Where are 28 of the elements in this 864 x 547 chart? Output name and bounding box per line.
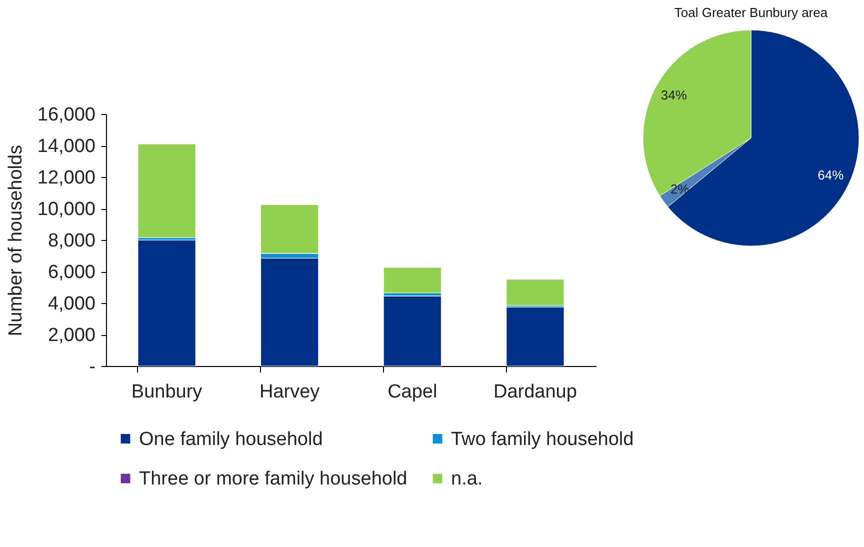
bar (138, 240, 196, 366)
bar (506, 306, 564, 366)
data-label: 34% (660, 88, 688, 103)
bar (260, 258, 319, 366)
y-tick-label: 14,000 (37, 136, 96, 157)
x-tick-label: Dardanup (493, 382, 577, 402)
chart-title: Toal Greater Bunbury area (674, 5, 828, 20)
x-tick-label: Harvey (260, 382, 320, 402)
y-tick-label: 2,000 (48, 325, 96, 346)
y-tick-label: 16,000 (37, 104, 96, 126)
bar (138, 144, 196, 238)
y-tick-label: 4,000 (48, 294, 96, 314)
legend-label: Three or more family household (139, 468, 408, 490)
x-tick-label: Bunbury (131, 382, 203, 402)
bar (506, 279, 564, 306)
legend-label: Two family household (451, 428, 634, 450)
bar (383, 296, 442, 366)
y-tick-label: - (89, 356, 96, 378)
legend-label: n.a. (451, 468, 483, 490)
y-tick-label: 8,000 (48, 230, 96, 252)
y-tick-label: 6,000 (48, 262, 96, 283)
data-label: 64% (818, 167, 844, 182)
x-tick-label: Capel (388, 382, 438, 402)
y-tick-label: 12,000 (37, 168, 96, 188)
y-axis-title: Number of households (5, 144, 26, 336)
legend-label: One family household (139, 428, 323, 450)
y-tick-label: 10,000 (37, 199, 96, 220)
bar (383, 267, 442, 294)
